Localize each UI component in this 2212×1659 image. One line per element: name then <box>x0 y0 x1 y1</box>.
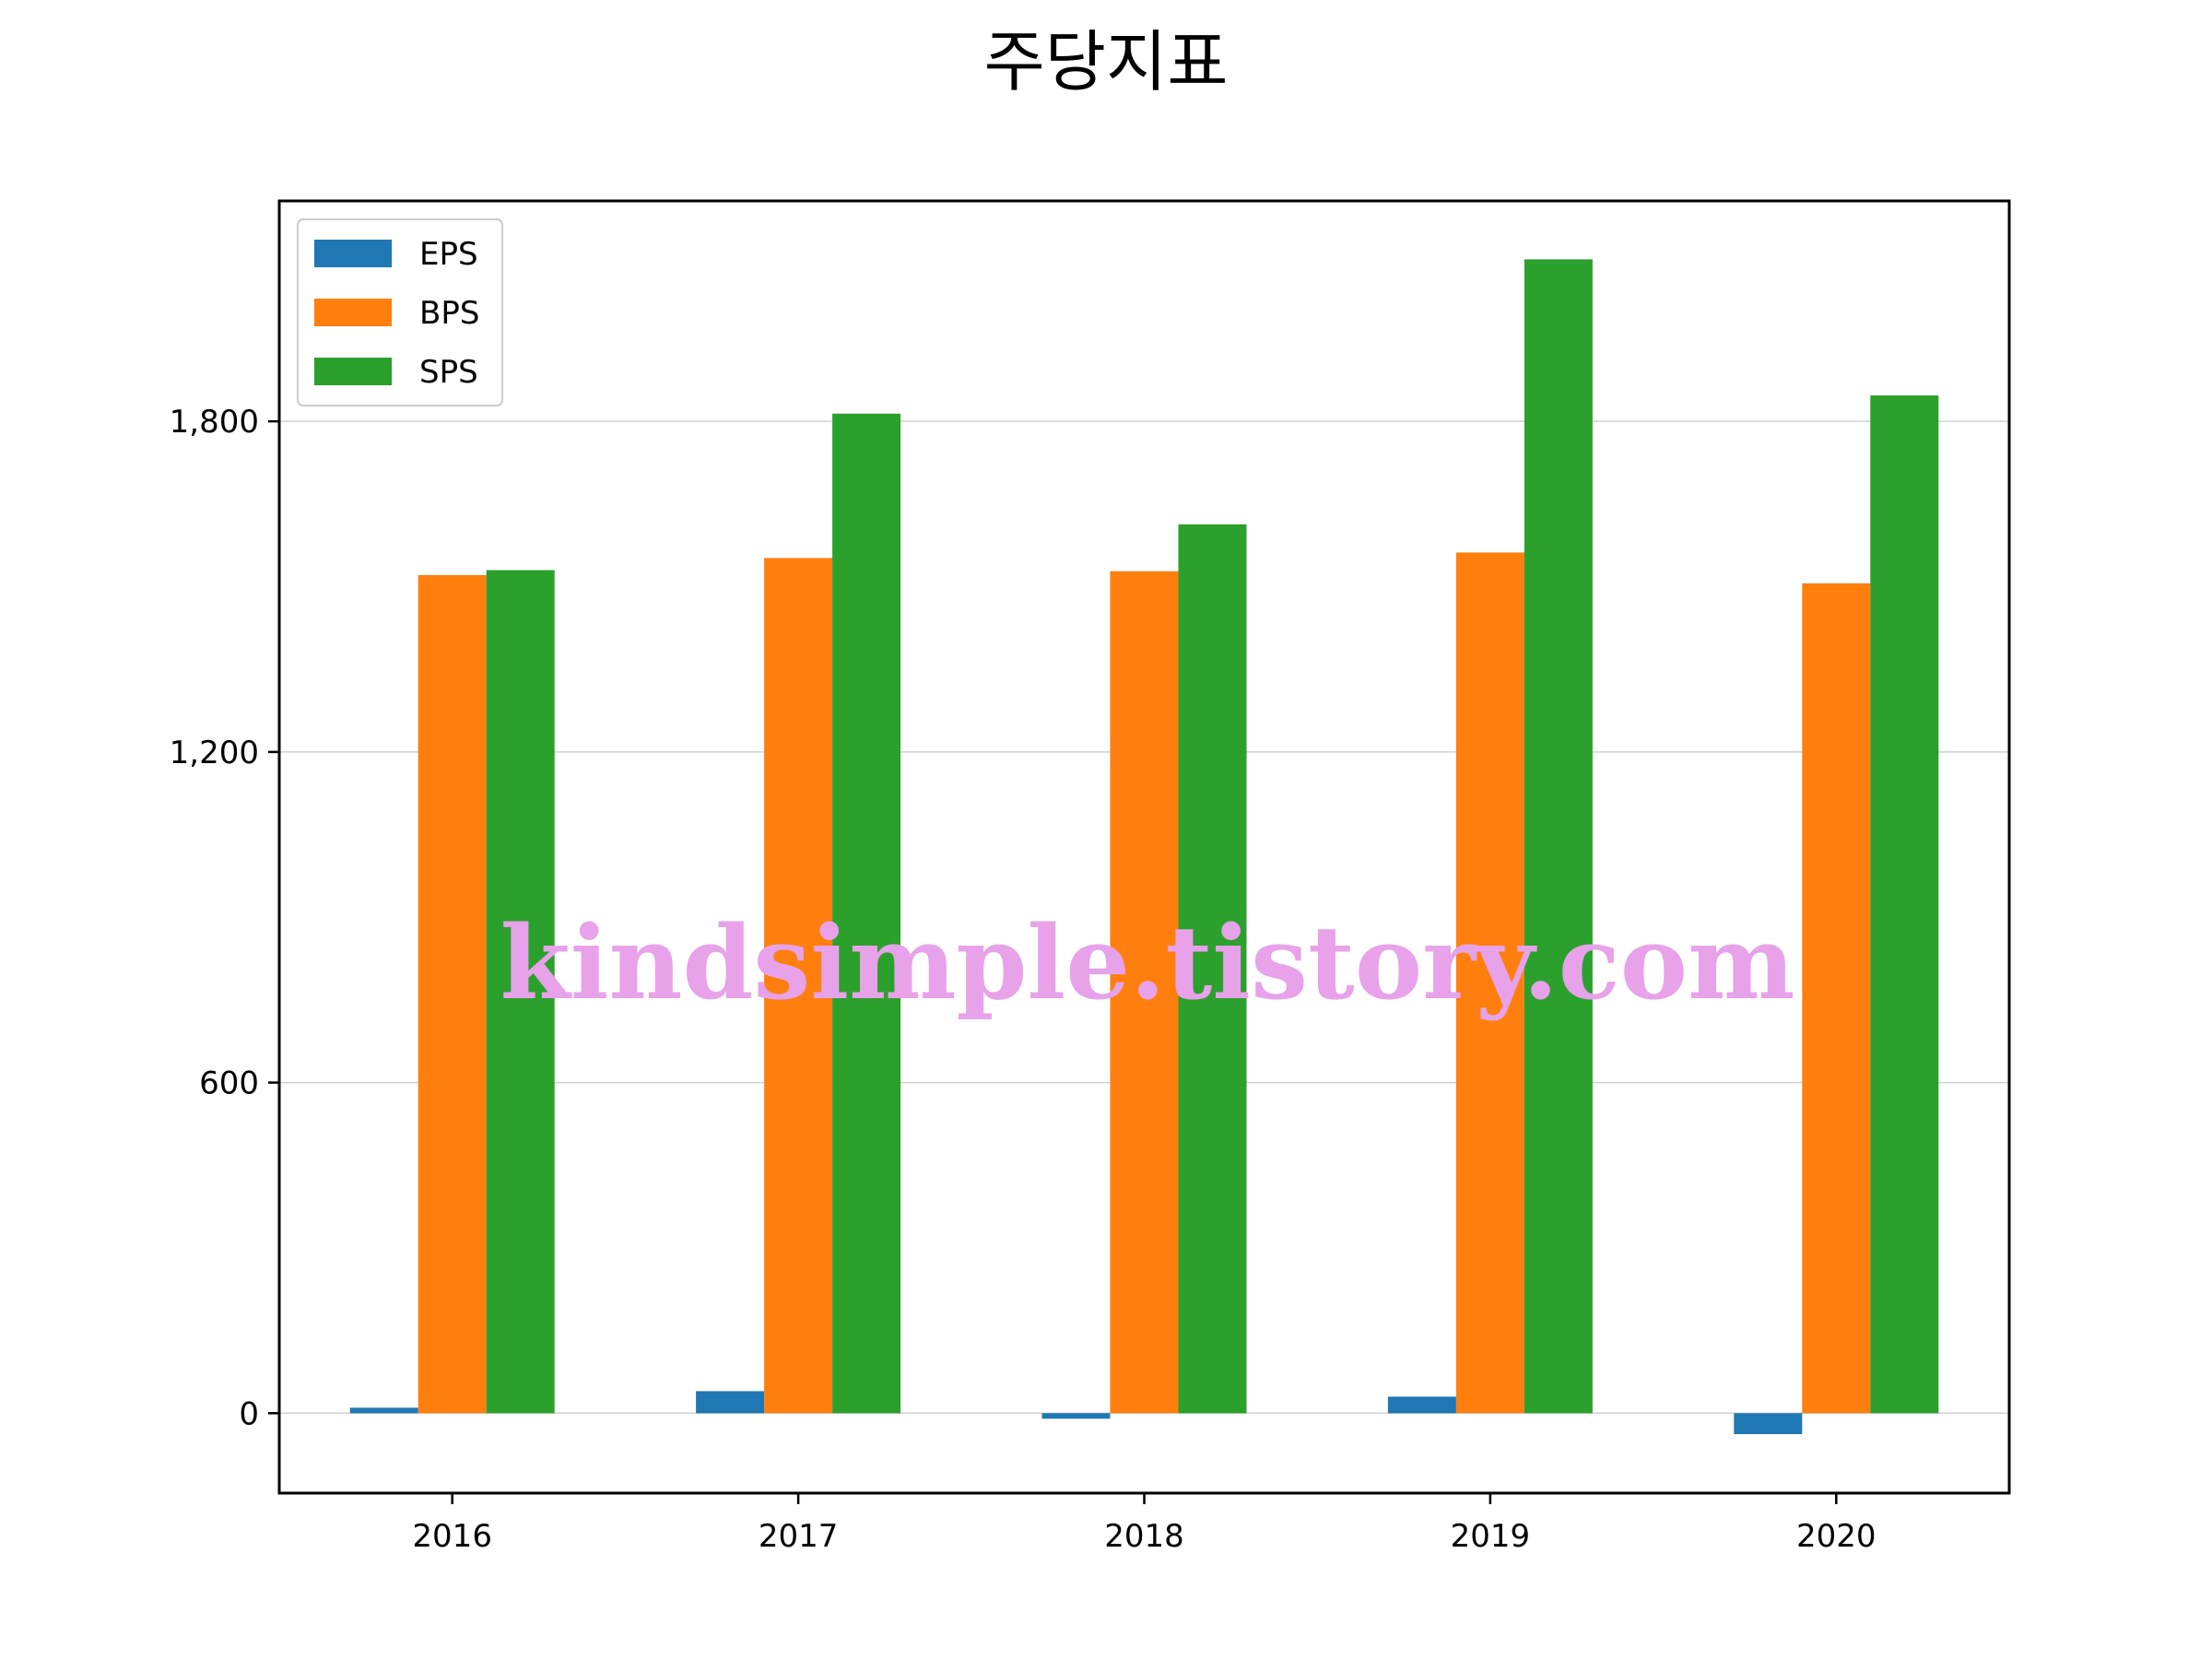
bar-sps-2016 <box>486 570 555 1414</box>
bar-eps-2019 <box>1387 1396 1456 1414</box>
bar-bps-2019 <box>1455 552 1524 1414</box>
y-tick-label: 600 <box>199 1065 259 1102</box>
bar-sps-2020 <box>1870 395 1939 1414</box>
legend-swatch-eps <box>314 240 392 267</box>
legend-label-bps: BPS <box>419 295 479 332</box>
bar-eps-2016 <box>349 1407 418 1414</box>
y-tick-label: 1,800 <box>170 404 259 441</box>
bars <box>349 259 1939 1435</box>
watermark-text: kindsimple.tistory.com <box>500 903 1795 1022</box>
bar-eps-2018 <box>1041 1413 1111 1419</box>
bar-sps-2017 <box>832 413 901 1414</box>
legend-label-sps: SPS <box>419 354 478 391</box>
y-tick-label: 1,200 <box>170 735 259 771</box>
bar-eps-2020 <box>1734 1413 1803 1435</box>
bar-sps-2018 <box>1178 524 1247 1414</box>
bar-bps-2020 <box>1802 582 1871 1414</box>
x-tick-label: 2019 <box>1451 1518 1531 1555</box>
legend-swatch-sps <box>314 358 392 385</box>
bar-eps-2017 <box>696 1391 765 1414</box>
x-tick-label: 2016 <box>412 1518 492 1555</box>
legend-swatch-bps <box>314 299 392 326</box>
bar-bps-2018 <box>1110 571 1179 1414</box>
x-tick-label: 2018 <box>1104 1518 1184 1555</box>
bar-bps-2017 <box>764 558 833 1414</box>
y-tick-label: 0 <box>239 1395 259 1432</box>
x-tick-label: 2017 <box>759 1518 839 1555</box>
bar-sps-2019 <box>1524 259 1593 1414</box>
axes: 0 600 1,200 1,800 2016 2017 2018 2019 2020 <box>170 404 1877 1555</box>
legend: EPS BPS SPS <box>297 218 503 406</box>
legend-label-eps: EPS <box>419 236 478 273</box>
chart-title: 주당지표 <box>984 23 1229 100</box>
bar-bps-2016 <box>418 574 487 1414</box>
x-tick-label: 2020 <box>1796 1518 1877 1555</box>
